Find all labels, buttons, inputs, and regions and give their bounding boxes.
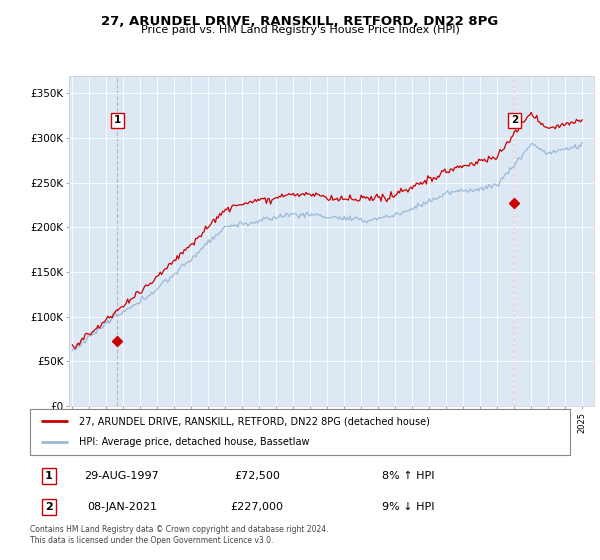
- Text: £72,500: £72,500: [234, 471, 280, 481]
- Text: Price paid vs. HM Land Registry's House Price Index (HPI): Price paid vs. HM Land Registry's House …: [140, 25, 460, 35]
- Text: 08-JAN-2021: 08-JAN-2021: [87, 502, 157, 512]
- Text: 1: 1: [114, 115, 121, 125]
- Text: 1: 1: [45, 471, 53, 481]
- Text: 9% ↓ HPI: 9% ↓ HPI: [382, 502, 434, 512]
- Text: 29-AUG-1997: 29-AUG-1997: [85, 471, 159, 481]
- Text: 27, ARUNDEL DRIVE, RANSKILL, RETFORD, DN22 8PG: 27, ARUNDEL DRIVE, RANSKILL, RETFORD, DN…: [101, 15, 499, 27]
- Text: 2: 2: [45, 502, 53, 512]
- Text: Contains HM Land Registry data © Crown copyright and database right 2024.
This d: Contains HM Land Registry data © Crown c…: [30, 525, 329, 545]
- Text: £227,000: £227,000: [230, 502, 283, 512]
- Text: 2: 2: [511, 115, 518, 125]
- Text: HPI: Average price, detached house, Bassetlaw: HPI: Average price, detached house, Bass…: [79, 437, 309, 447]
- Text: 27, ARUNDEL DRIVE, RANSKILL, RETFORD, DN22 8PG (detached house): 27, ARUNDEL DRIVE, RANSKILL, RETFORD, DN…: [79, 416, 430, 426]
- Text: 8% ↑ HPI: 8% ↑ HPI: [382, 471, 434, 481]
